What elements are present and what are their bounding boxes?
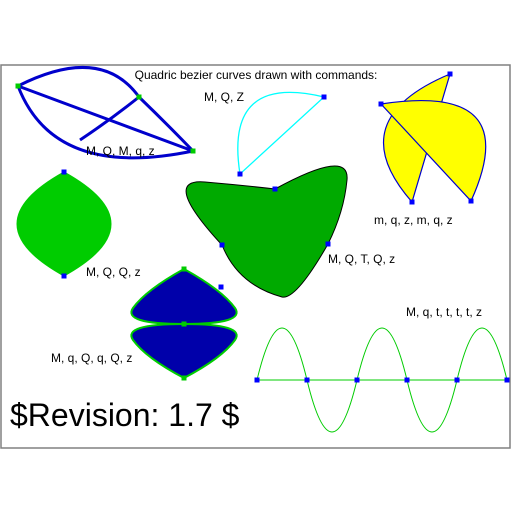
bezier-curve <box>16 85 194 160</box>
control-point-marker <box>218 284 224 290</box>
curve-group-mqq <box>16 169 112 279</box>
control-point-marker <box>181 321 187 327</box>
control-point-marker <box>219 242 225 248</box>
label-mqtqz: M, Q, T, Q, z <box>328 252 395 266</box>
label-mqq: M, Q, Q, z <box>86 265 141 279</box>
label-mqttttz: M, q, t, t, t, t, z <box>406 305 482 319</box>
control-point-marker <box>378 101 384 107</box>
control-point-marker <box>447 71 453 77</box>
curve-group-mqz <box>237 91 327 177</box>
revision-label: $Revision: 1.7 $ <box>10 397 240 433</box>
control-point-marker <box>321 94 327 100</box>
bezier-curve <box>137 95 195 153</box>
label-mqmqz: M, Q, M, q, z <box>86 144 155 158</box>
control-point-marker <box>504 377 510 383</box>
control-point-marker <box>354 377 360 383</box>
control-point-marker <box>254 377 260 383</box>
label-mqz: M, Q, Z <box>204 90 244 104</box>
bezier-curve <box>17 65 142 142</box>
bezier-curve <box>237 91 326 176</box>
bezier-curve <box>256 327 508 433</box>
label-mqqqqz: M, q, Q, q, Q, z <box>51 351 132 365</box>
control-point-marker <box>409 199 415 205</box>
bezier-curve <box>17 84 194 153</box>
bezier-curve <box>379 100 487 203</box>
control-point-marker <box>181 266 187 272</box>
chart-title: Quadric bezier curves drawn with command… <box>135 68 378 82</box>
curve-group-mqtqz <box>185 165 348 298</box>
label-mqzmqz: m, q, z, m, q, z <box>374 213 453 227</box>
bezier-curve <box>185 165 348 298</box>
control-point-marker <box>181 375 187 381</box>
curve-group-mqqqqz <box>130 266 238 381</box>
control-point-marker <box>454 377 460 383</box>
control-point-marker <box>61 273 67 279</box>
curve-group-mqmqz <box>15 65 196 160</box>
control-point-marker <box>272 186 278 192</box>
control-point-marker <box>61 169 67 175</box>
control-point-marker <box>15 83 21 89</box>
curve-group-mqttttz <box>254 327 510 433</box>
control-point-marker <box>325 241 331 247</box>
control-point-marker <box>468 198 474 204</box>
control-point-marker <box>237 171 243 177</box>
control-point-marker <box>404 377 410 383</box>
control-point-marker <box>136 94 142 100</box>
control-point-marker <box>190 148 196 154</box>
control-point-marker <box>304 377 310 383</box>
curve-group-mqzmqz <box>378 71 487 205</box>
